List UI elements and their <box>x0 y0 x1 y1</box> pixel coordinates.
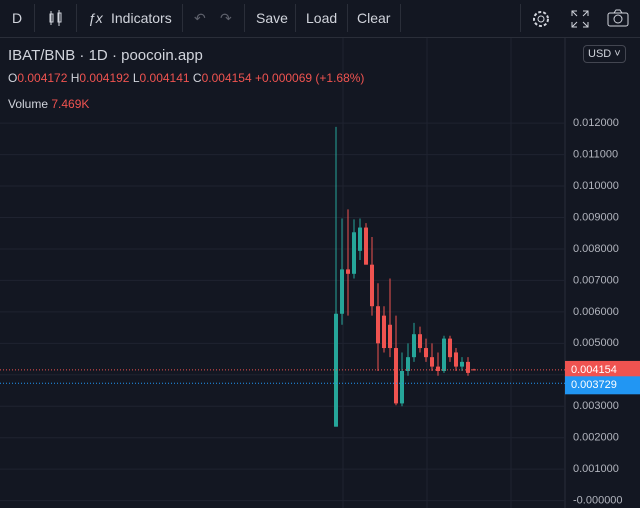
settings-icon[interactable] <box>530 8 552 30</box>
candle-body <box>382 315 386 349</box>
change: +0.000069 <box>255 71 313 85</box>
clear-button[interactable]: Clear <box>357 10 391 26</box>
candle-body <box>418 334 422 349</box>
candle-body <box>406 357 410 372</box>
save-button[interactable]: Save <box>256 10 288 26</box>
source: poocoin.app <box>121 47 203 64</box>
candle-body <box>364 227 368 265</box>
reference-price-label: 0.003729 <box>571 379 617 391</box>
separator <box>76 4 77 32</box>
ohlc-value: 0.004192 <box>79 71 130 85</box>
change-pct: (+1.68%) <box>315 71 365 85</box>
currency-button[interactable]: USD ˅ <box>583 45 626 63</box>
legend: IBAT/BNB · 1D · poocoin.app O0.004172 H0… <box>8 45 364 115</box>
y-tick-label: 0.010000 <box>573 180 619 192</box>
candle-body <box>442 338 446 372</box>
candle-body <box>394 348 398 404</box>
chart-type-icon[interactable] <box>46 8 66 28</box>
interval: 1D <box>88 47 108 64</box>
y-tick-label: 0.001000 <box>573 463 619 475</box>
volume-label: Volume <box>8 97 49 111</box>
y-tick-label: 0.003000 <box>573 400 619 412</box>
ohlc-key: L <box>132 71 140 85</box>
y-tick-label: 0.012000 <box>573 117 619 129</box>
candle-body <box>370 264 374 307</box>
redo-button[interactable]: ↷ <box>220 10 232 26</box>
symbol: IBAT/BNB <box>8 47 76 64</box>
candle-body <box>376 306 380 344</box>
separator <box>244 4 245 32</box>
candle-body <box>424 348 428 358</box>
ohlc-value: 0.004154 <box>201 71 252 85</box>
candle-body <box>454 352 458 367</box>
fullscreen-icon[interactable] <box>570 9 590 29</box>
y-tick-label: 0.008000 <box>573 243 619 255</box>
candle-body <box>352 232 356 274</box>
ohlc-value: 0.004141 <box>139 71 190 85</box>
currency: USD <box>588 48 612 60</box>
snapshot-icon[interactable] <box>606 8 630 28</box>
last-price-label: 0.004154 <box>571 364 617 376</box>
symbol-line: IBAT/BNB · 1D · poocoin.app <box>8 47 203 64</box>
separator <box>400 4 401 32</box>
toolbar: D ƒx Indicators ↶ ↷ Save Load Clear <box>0 0 640 38</box>
candle-body <box>346 269 350 274</box>
y-tick-label: 0.005000 <box>573 337 619 349</box>
chart: -0.0000000.0010000.0020000.0030000.00400… <box>0 38 640 508</box>
y-tick-label: 0.006000 <box>573 306 619 318</box>
ohlc-value: 0.004172 <box>17 71 68 85</box>
undo-button[interactable]: ↶ <box>194 10 206 26</box>
ohlc-key: C <box>192 71 202 85</box>
candle-body <box>436 366 440 372</box>
candle-body <box>400 371 404 404</box>
separator <box>347 4 348 32</box>
separator <box>182 4 183 32</box>
reference-price-badge <box>565 376 640 395</box>
candle-body <box>358 227 362 251</box>
candle-body <box>460 361 464 367</box>
separator <box>295 4 296 32</box>
candle-body <box>412 334 416 358</box>
ohlc-line: O0.004172 H0.004192 L0.004141 C0.004154 … <box>8 67 364 89</box>
separator <box>520 4 521 32</box>
y-tick-label: 0.007000 <box>573 274 619 286</box>
y-tick-label: 0.009000 <box>573 211 619 223</box>
candle-body <box>466 361 470 373</box>
fx-icon: ƒx <box>88 10 103 26</box>
load-button[interactable]: Load <box>306 10 338 26</box>
y-tick-label: 0.011000 <box>573 148 618 160</box>
volume-value: 7.469K <box>51 97 90 111</box>
indicators-button[interactable]: Indicators <box>111 10 172 26</box>
interval-button[interactable]: D <box>12 10 23 26</box>
volume-line: Volume 7.469K <box>8 93 364 115</box>
last-price-badge <box>565 360 640 379</box>
candle-body <box>388 324 392 349</box>
y-tick-label: -0.000000 <box>573 495 623 507</box>
candle-body <box>340 269 344 314</box>
y-tick-label: 0.002000 <box>573 432 619 444</box>
candle-body <box>448 338 452 358</box>
ohlc-key: H <box>70 71 80 85</box>
ohlc-key: O <box>8 71 18 85</box>
candle-body <box>430 357 434 367</box>
separator <box>34 4 35 32</box>
